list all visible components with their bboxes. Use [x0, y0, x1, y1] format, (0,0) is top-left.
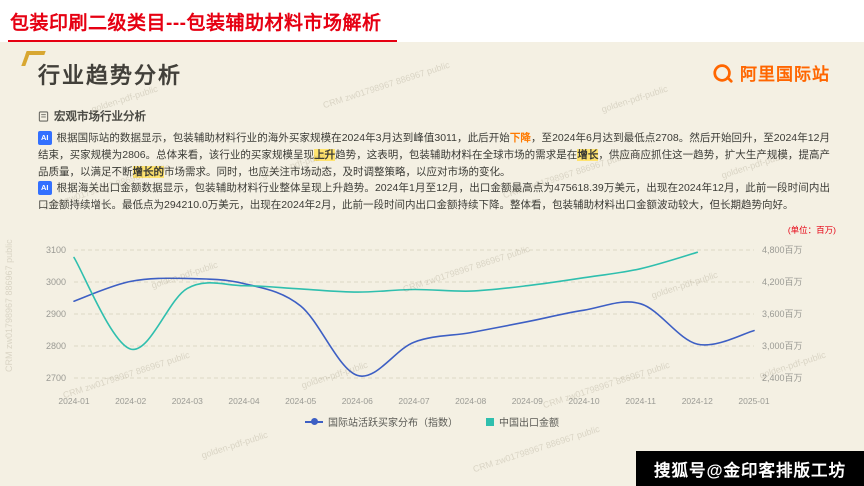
legend-label: 国际站活跃买家分布（指数）	[328, 418, 458, 429]
right-axis-tick: 4,800百万	[762, 245, 803, 255]
right-axis-tick: 2,400百万	[762, 373, 803, 383]
x-axis-label: 2024-12	[682, 396, 713, 406]
alibaba-swirl-icon	[713, 63, 733, 83]
square-marker-icon	[486, 417, 494, 426]
chart-unit-label: (单位：百万)	[787, 225, 836, 235]
x-axis-label: 2024-05	[285, 396, 316, 406]
line-chart: 3100 4,800百万 3000 4,200百万 2900 3,600百万 2800 3,0…	[46, 245, 803, 406]
x-axis-label: 2024-11	[625, 396, 656, 406]
left-axis-tick: 2800	[46, 341, 66, 351]
text-segment-normal: 趋势，这表明，包装辅助材料在全球市场的需求是在	[335, 149, 578, 161]
x-axis-label: 2024-04	[228, 396, 259, 406]
left-axis-tick: 3100	[46, 245, 66, 255]
left-axis-tick: 2700	[46, 373, 66, 383]
paragraph-text: 根据国际站的数据显示，包装辅助材料行业的海外买家规模在2024年3月达到峰值30…	[38, 132, 830, 178]
text-segment-highlight: 增长	[577, 149, 599, 161]
watermark-text: CRM zw01798967 886967 public	[471, 423, 601, 475]
slide: golden-pdf-public CRM zw01798967 886967 p…	[0, 42, 864, 486]
right-axis-tick: 3,600百万	[762, 309, 803, 319]
text-segment-highlight: 增长的	[132, 166, 164, 178]
x-axis-label: 2024-02	[115, 396, 146, 406]
x-axis-label: 2024-07	[398, 396, 429, 406]
x-axis-label: 2024-01	[58, 396, 89, 406]
left-axis-tick: 2900	[46, 309, 66, 319]
text-segment-normal: 根据海关出口金额数据显示，包装辅助材料行业整体呈现上升趋势。2024年1月至12…	[38, 182, 830, 211]
x-axis-label: 2024-03	[172, 396, 203, 406]
series-line-buyers	[73, 277, 755, 377]
right-axis-tick: 4,200百万	[762, 277, 803, 287]
left-axis-tick: 3000	[46, 277, 66, 287]
text-segment-normal: ，至2024年6月达到最低点2708。然后开始回升，至2024年12月结束，买家…	[38, 132, 831, 161]
section-label: 宏观市场行业分析	[54, 111, 146, 123]
section-header: 宏观市场行业分析	[38, 108, 146, 124]
legend-item[interactable]: 国际站活跃买家分布（指数）	[305, 414, 458, 429]
text-segment-normal: ，供应商应抓住这一趋势，扩大生产规模，提高产品质量，以满足不断	[38, 149, 831, 178]
text-segment-highlight: 上升	[314, 149, 336, 161]
x-axis-label: 2025-01	[738, 396, 769, 406]
line-dot-marker-icon	[305, 418, 323, 425]
top-header: 包装印刷二级类目---包装辅助材料市场解析	[0, 0, 864, 42]
paragraph-text: 根据海关出口金额数据显示，包装辅助材料行业整体呈现上升趋势。2024年1月至12…	[38, 182, 830, 211]
watermark-text: golden-pdf-public	[200, 429, 269, 461]
legend-item[interactable]: 中国出口金额	[486, 414, 559, 429]
text-segment-normal: 根据国际站的数据显示，包装辅助材料行业的海外买家规模在2024年3月达到峰值30…	[56, 132, 510, 144]
slide-title: 行业趋势分析	[21, 51, 183, 90]
right-axis-tick: 3,000百万	[762, 341, 803, 351]
chart-legend: 国际站活跃买家分布（指数） 中国出口金额	[22, 414, 842, 429]
x-axis-label: 2024-08	[455, 396, 486, 406]
banner-text: 搜狐号@金印客排版工坊	[653, 461, 847, 480]
analysis-paragraph-buyers: AI 根据国际站的数据显示，包装辅助材料行业的海外买家规模在2024年3月达到峰值…	[38, 130, 830, 181]
text-segment-normal: 市场需求。同时，也应关注市场动态，及时调整策略，以应对市场的变化。	[164, 166, 511, 178]
logo-text: 阿里国际站	[740, 65, 830, 84]
legend-label: 中国出口金额	[499, 418, 559, 429]
x-axis-label: 2024-10	[568, 396, 599, 406]
sohu-watermark-banner: 搜狐号@金印客排版工坊	[636, 451, 864, 486]
alibaba-logo: 阿里国际站	[712, 60, 830, 85]
document-icon	[38, 110, 49, 122]
watermark-text: golden-pdf-public	[600, 83, 669, 115]
slide-title-text: 行业趋势分析	[38, 63, 183, 88]
watermark-text: CRM zw01798967 886967 public	[4, 239, 14, 372]
analysis-paragraph-export: AI 根据海关出口金额数据显示，包装辅助材料行业整体呈现上升趋势。2024年1月至…	[38, 180, 830, 214]
ai-badge: AI	[38, 131, 52, 146]
ai-badge: AI	[38, 181, 52, 196]
x-axis-label: 2024-06	[342, 396, 373, 406]
series-line-export	[73, 251, 699, 350]
article-title: 包装印刷二级类目---包装辅助材料市场解析	[8, 7, 398, 42]
trend-chart-block: (单位：百万) 3100 4,800百万 3000 4,200百万 2900 3,600百…	[22, 224, 842, 429]
watermark-text: CRM zw01798967 886967 public	[321, 59, 451, 111]
text-segment-orange: 下降	[509, 132, 531, 144]
x-axis-label: 2024-09	[512, 396, 543, 406]
